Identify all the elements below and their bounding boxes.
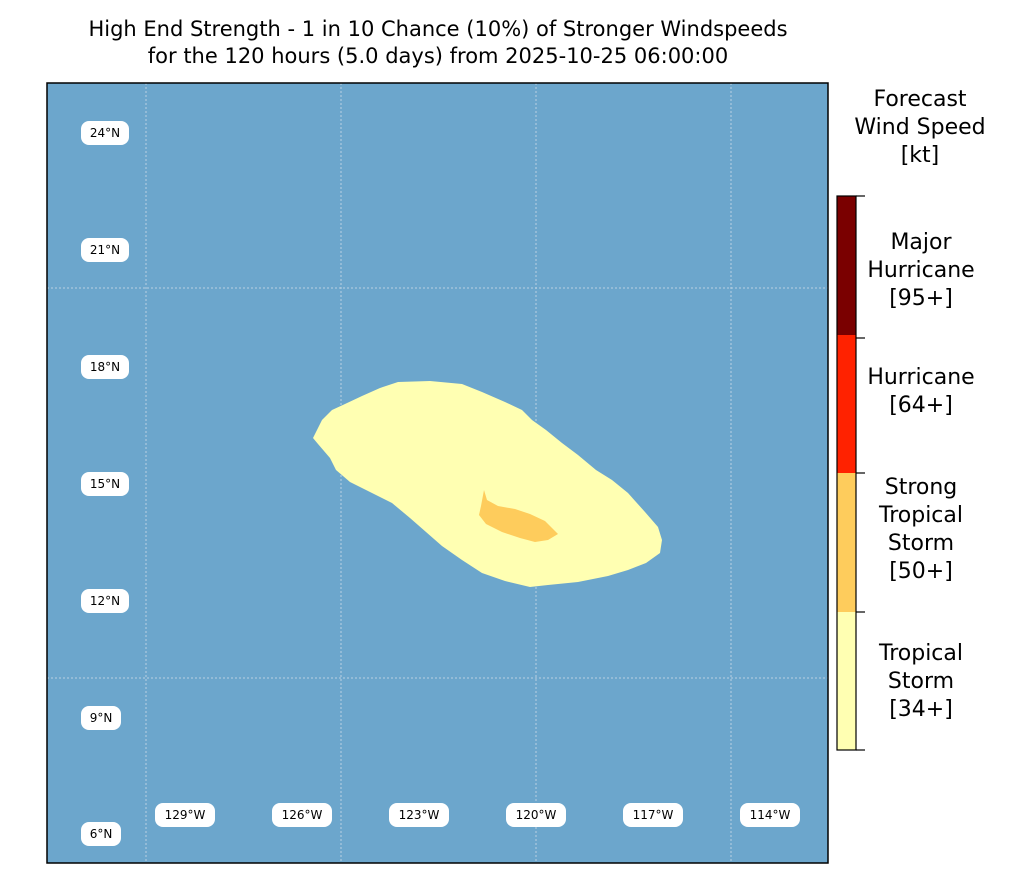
lat-label-bg xyxy=(81,238,129,262)
colorbar xyxy=(836,195,865,751)
lat-label-24n: 24°N xyxy=(90,126,120,140)
swath-strong-tropical-storm xyxy=(479,490,558,542)
lat-labels: 24°N 21°N 18°N 15°N 12°N 9°N 6°N xyxy=(81,121,129,846)
map-frame xyxy=(46,82,829,864)
lon-label-bg xyxy=(272,803,332,827)
colorbar-title-line: Forecast xyxy=(873,87,967,112)
colorbar-title-line: [kt] xyxy=(900,143,940,168)
colorbar-title: Forecast Wind Speed [kt] xyxy=(830,86,1010,170)
lon-label-117w: 117°W xyxy=(633,808,674,822)
lat-label-12n: 12°N xyxy=(90,594,120,608)
swath-tropical-storm xyxy=(313,381,662,587)
lon-label-129w: 129°W xyxy=(165,808,206,822)
lat-label-18n: 18°N xyxy=(90,360,120,374)
title-line-1: High End Strength - 1 in 10 Chance (10%)… xyxy=(88,17,788,41)
lat-label-21n: 21°N xyxy=(90,243,120,257)
lon-label-120w: 120°W xyxy=(516,808,557,822)
colorbar-label-hurricane: Hurricane [64+] xyxy=(867,365,975,418)
lat-label-6n: 6°N xyxy=(90,827,113,841)
lat-label-bg xyxy=(81,706,121,730)
colorbar-tropical-storm xyxy=(837,612,856,750)
lon-labels: 129°W 126°W 123°W 120°W 117°W 114°W xyxy=(155,803,800,827)
colorbar-label-major-hurricane: Major Hurricane [95+] xyxy=(867,230,975,311)
chart-title: High End Strength - 1 in 10 Chance (10%)… xyxy=(0,16,876,70)
lat-label-bg xyxy=(81,589,129,613)
lat-label-9n: 9°N xyxy=(90,711,113,725)
title-line-2: for the 120 hours (5.0 days) from 2025-1… xyxy=(147,44,729,68)
lon-label-114w: 114°W xyxy=(750,808,791,822)
colorbar-title-line: Wind Speed xyxy=(854,115,986,140)
colorbar-major-hurricane xyxy=(837,196,856,335)
lon-label-bg xyxy=(155,803,215,827)
colorbar-ticks xyxy=(856,195,865,751)
lon-label-126w: 126°W xyxy=(282,808,323,822)
lat-label-bg xyxy=(81,822,121,846)
lon-label-123w: 123°W xyxy=(399,808,440,822)
lat-label-bg xyxy=(81,472,129,496)
lon-label-bg xyxy=(506,803,566,827)
lon-label-bg xyxy=(623,803,683,827)
lon-label-bg xyxy=(389,803,449,827)
colorbar-label-tropical-storm: Tropical Storm [34+] xyxy=(879,641,963,722)
colorbar-label-strong-tropical-storm: Strong Tropical Storm [50+] xyxy=(879,475,963,584)
lat-label-bg xyxy=(81,355,129,379)
colorbar-strong-tropical-storm xyxy=(837,473,856,612)
lat-label-15n: 15°N xyxy=(90,477,120,491)
colorbar-hurricane xyxy=(837,335,856,473)
lat-label-bg xyxy=(81,121,129,145)
lon-label-bg xyxy=(740,803,800,827)
